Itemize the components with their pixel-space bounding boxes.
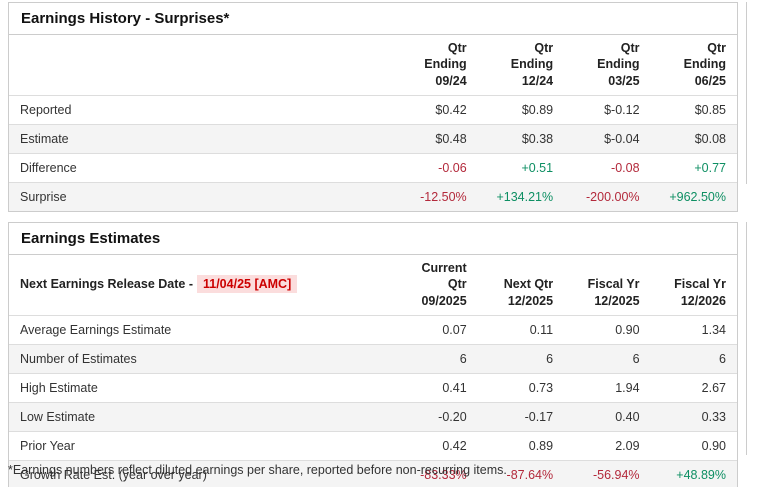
column-header: Fiscal Yr 12/2026 — [650, 255, 737, 316]
adjacent-panel-border-bottom — [746, 222, 747, 455]
table-row: Reported $0.42 $0.89 $-0.12 $0.85 — [9, 95, 737, 125]
header-spacer-cell — [9, 35, 392, 96]
earnings-history-table: Qtr Ending 09/24 Qtr Ending 12/24 Qtr Ending… — [9, 35, 737, 211]
row-value: -0.08 — [564, 153, 651, 183]
row-label: Prior Year — [9, 431, 392, 461]
next-release-label: Next Earnings Release Date - — [20, 277, 193, 292]
table-row: Surprise -12.50% +134.21% -200.00% +962.50% — [9, 182, 737, 211]
row-value: 0.42 — [391, 431, 478, 461]
row-value: -0.06 — [391, 153, 478, 183]
row-value: 6 — [564, 344, 651, 374]
column-header: Qtr Ending 12/24 — [477, 35, 565, 96]
table-row: Average Earnings Estimate 0.07 0.11 0.90 1.3… — [9, 315, 737, 345]
column-header: Next Qtr 12/2025 — [477, 255, 565, 316]
row-label: High Estimate — [9, 373, 392, 403]
earnings-history-panel: Earnings History - Surprises* Qtr Ending… — [8, 2, 738, 212]
earnings-estimates-header-row: Next Earnings Release Date - 11/04/25 [AM… — [9, 255, 737, 316]
table-row: Growth Rate Est. (year over year) -83.33%… — [9, 460, 737, 487]
row-label: Reported — [9, 95, 392, 125]
row-value: 0.89 — [477, 431, 565, 461]
row-value: +0.51 — [477, 153, 565, 183]
earnings-estimates-table: Next Earnings Release Date - 11/04/25 [AM… — [9, 255, 737, 487]
row-label: Estimate — [9, 124, 392, 154]
earnings-history-title: Earnings History - Surprises* — [9, 3, 737, 35]
column-header: Qtr Ending 06/25 — [650, 35, 737, 96]
row-value: $0.85 — [650, 95, 737, 125]
earnings-estimates-panel: Earnings Estimates Next Earnings Release… — [8, 222, 738, 487]
row-value: 1.94 — [564, 373, 651, 403]
row-value: 6 — [650, 344, 737, 374]
row-value: $-0.04 — [564, 124, 651, 154]
row-value: -12.50% — [420, 189, 467, 204]
row-value: -56.94% — [592, 467, 640, 482]
row-value: 0.07 — [391, 315, 478, 345]
table-row: High Estimate 0.41 0.73 1.94 2.67 — [9, 373, 737, 403]
row-value: 1.34 — [650, 315, 737, 345]
row-value: +962.50% — [669, 189, 726, 204]
row-value: 0.73 — [477, 373, 565, 403]
row-value: -200.00% — [586, 189, 640, 204]
row-value: $0.08 — [650, 124, 737, 154]
row-label: Surprise — [20, 189, 67, 204]
earnings-history-header-row: Qtr Ending 09/24 Qtr Ending 12/24 Qtr Ending… — [9, 35, 737, 96]
row-label: Average Earnings Estimate — [9, 315, 392, 345]
row-value: $0.38 — [477, 124, 565, 154]
row-value: -0.20 — [391, 402, 478, 432]
table-row: Low Estimate -0.20 -0.17 0.40 0.33 — [9, 402, 737, 432]
row-value: -87.64% — [506, 467, 554, 482]
row-value: 6 — [391, 344, 478, 374]
row-value: 0.40 — [564, 402, 651, 432]
adjacent-panel-border-top — [746, 2, 747, 184]
next-release-date-badge: 11/04/25 [AMC] — [197, 275, 298, 294]
column-header: Qtr Ending 03/25 — [564, 35, 651, 96]
next-release-cell: Next Earnings Release Date - 11/04/25 [AM… — [9, 255, 392, 316]
row-value: +48.89% — [676, 467, 726, 482]
row-value: -0.17 — [477, 402, 565, 432]
row-label: Growth Rate Est. (year over year) — [20, 467, 207, 482]
row-label: Difference — [9, 153, 392, 183]
row-label: Low Estimate — [9, 402, 392, 432]
column-header: Fiscal Yr 12/2025 — [564, 255, 651, 316]
row-value: $0.89 — [477, 95, 565, 125]
row-label: Number of Estimates — [9, 344, 392, 374]
table-row: Prior Year 0.42 0.89 2.09 0.90 — [9, 431, 737, 461]
table-row: Estimate $0.48 $0.38 $-0.04 $0.08 — [9, 124, 737, 154]
row-value: $0.42 — [391, 95, 478, 125]
table-row: Number of Estimates 6 6 6 6 — [9, 344, 737, 374]
earnings-estimates-title: Earnings Estimates — [9, 223, 737, 255]
row-value: 6 — [477, 344, 565, 374]
row-value: 0.33 — [650, 402, 737, 432]
earnings-footnote: *Earnings numbers reflect diluted earnin… — [8, 463, 507, 477]
row-value: $0.48 — [391, 124, 478, 154]
row-value: 0.90 — [650, 431, 737, 461]
row-value: +0.77 — [650, 153, 737, 183]
row-value: 0.11 — [477, 315, 565, 345]
column-header: Current Qtr 09/2025 — [391, 255, 478, 316]
table-row: Difference -0.06 +0.51 -0.08 +0.77 — [9, 153, 737, 183]
row-value: +134.21% — [496, 189, 554, 204]
row-value: 2.67 — [650, 373, 737, 403]
row-value: -83.33% — [420, 467, 467, 482]
row-value: $-0.12 — [564, 95, 651, 125]
column-header: Qtr Ending 09/24 — [391, 35, 478, 96]
row-value: 0.90 — [564, 315, 651, 345]
row-value: 0.41 — [391, 373, 478, 403]
row-value: 2.09 — [564, 431, 651, 461]
